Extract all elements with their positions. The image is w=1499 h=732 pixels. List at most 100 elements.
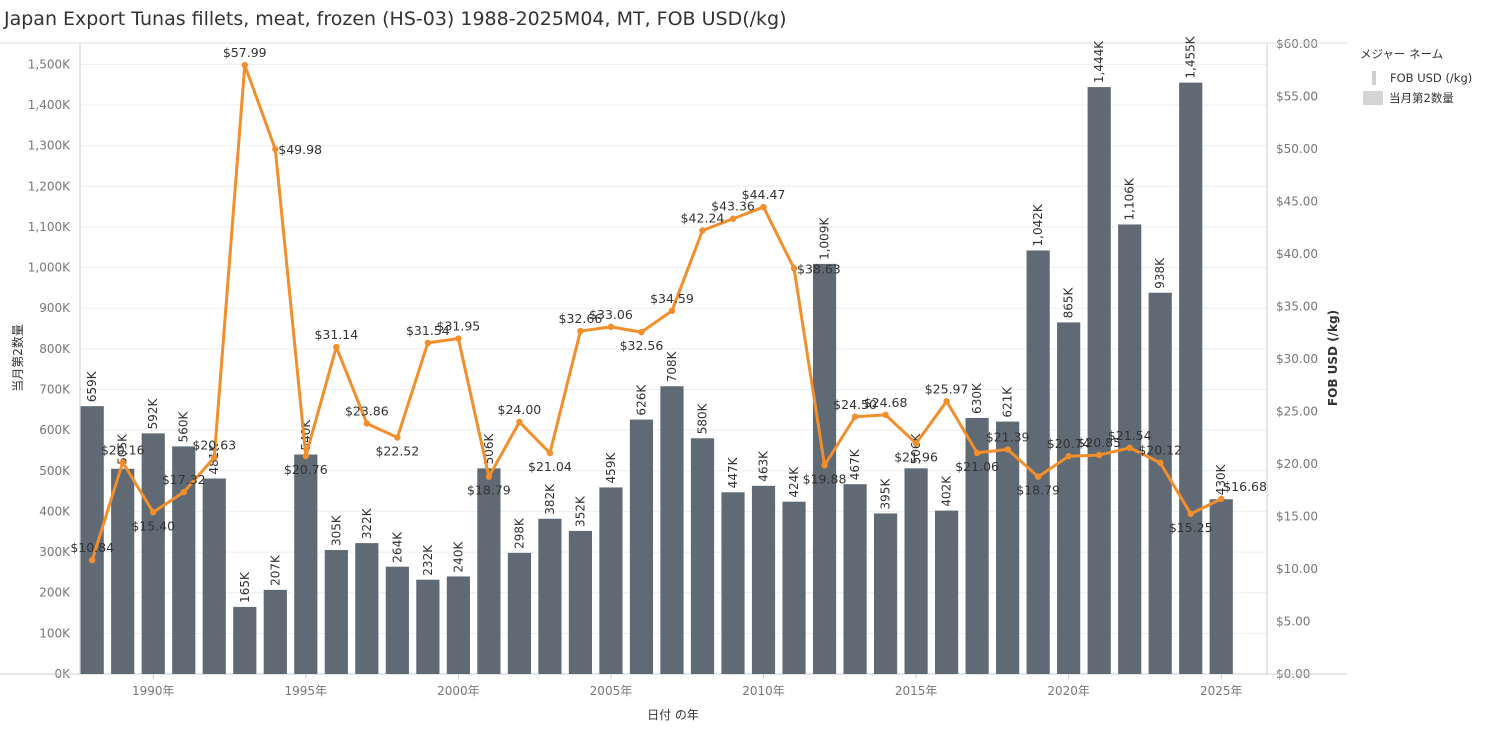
line-point: [1187, 510, 1194, 518]
bar-value-label: 447K: [726, 456, 740, 488]
y2-tick-label: $55.00: [1276, 90, 1318, 104]
bar-value-label: 626K: [634, 384, 648, 416]
bar-value-label: 430K: [1214, 463, 1228, 495]
line-value-label: $31.54: [406, 323, 450, 338]
line-point: [211, 454, 218, 461]
bar: [721, 492, 745, 674]
x-tick-label: 2000年: [437, 684, 480, 698]
line-point: [363, 420, 371, 427]
line-point: [241, 61, 248, 69]
legend-item-line[interactable]: FOB USD (/kg): [1360, 68, 1472, 88]
line-value-label: $33.06: [589, 307, 633, 322]
y-axis-title: 当月第2数量: [10, 324, 25, 392]
line-value-label: $43.36: [711, 199, 755, 214]
y-tick-label: 500K: [39, 464, 71, 478]
bar: [263, 589, 287, 674]
legend-label: 当月第2数量: [1389, 91, 1454, 105]
line-value-label: $25.97: [925, 381, 969, 396]
y-tick-label: 600K: [39, 423, 71, 437]
bar: [385, 566, 409, 674]
bar-value-label: 580K: [695, 402, 709, 434]
line-point: [394, 434, 401, 441]
y-tick-label: 400K: [39, 504, 71, 518]
bar: [1057, 322, 1081, 674]
line-value-label: $15.40: [131, 518, 175, 533]
y2-tick-label: $45.00: [1276, 195, 1318, 209]
legend-item-bar[interactable]: 当月第2数量: [1360, 88, 1472, 108]
bar-value-label: 865K: [1062, 287, 1076, 319]
y-tick-label: 1,300K: [28, 139, 71, 153]
y-tick-label: 300K: [39, 545, 71, 559]
line-point: [760, 203, 767, 211]
bar: [873, 513, 898, 674]
bar-value-label: 264K: [390, 531, 404, 563]
line-point: [1218, 495, 1225, 503]
line-point: [973, 449, 981, 457]
y2-tick-label: $25.00: [1276, 405, 1318, 419]
line-value-label: $20.63: [192, 437, 236, 452]
bar-value-label: 938K: [1153, 257, 1167, 289]
line-point: [638, 328, 645, 336]
bar-value-label: 459K: [604, 452, 618, 484]
bar-value-label: 298K: [512, 517, 526, 549]
x-tick-label: 1990年: [132, 684, 175, 698]
bar: [690, 438, 715, 674]
bar-series: [80, 82, 1233, 675]
line-value-label: $21.04: [528, 459, 572, 474]
bar-value-label: 467K: [848, 448, 862, 480]
line-value-label: $49.98: [278, 142, 322, 157]
bar: [996, 421, 1020, 674]
x-tick-label: 2025年: [1200, 684, 1243, 698]
y-tick-label: 1,400K: [28, 98, 71, 112]
y-tick-label: 1,500K: [28, 57, 71, 71]
line-value-label: $24.00: [498, 402, 542, 417]
bar-value-label: 659K: [85, 370, 99, 402]
bar-value-label: 1,444K: [1092, 40, 1106, 83]
line-point: [1004, 446, 1011, 453]
bar-value-label: 207K: [268, 554, 282, 586]
bar-value-label: 352K: [573, 495, 587, 527]
y2-tick-label: $20.00: [1276, 457, 1318, 471]
legend: メジャー ネーム FOB USD (/kg) 当月第2数量: [1360, 46, 1472, 108]
bar: [538, 518, 562, 674]
line-point: [546, 449, 554, 457]
line-value-label: $42.24: [681, 210, 725, 225]
line-point: [302, 452, 310, 460]
bar-value-label: 395K: [879, 478, 893, 510]
line-value-label: $20.16: [101, 442, 145, 457]
x-axis-title: 日付 の年: [647, 708, 699, 722]
bar-swatch: [1363, 91, 1383, 105]
x-tick-label: 1995年: [285, 684, 328, 698]
bar-value-label: 1,106K: [1123, 177, 1137, 220]
bar-value-label: 1,009K: [818, 217, 832, 260]
bar: [202, 478, 226, 674]
line-point: [333, 343, 340, 351]
y-tick-label: 700K: [39, 382, 71, 396]
line-value-label: $20.12: [1138, 443, 1182, 458]
legend-label: FOB USD (/kg): [1390, 71, 1473, 85]
bar-value-label: 1,455K: [1184, 35, 1198, 78]
bar: [843, 484, 867, 674]
bar-value-label: 1,042K: [1031, 203, 1045, 246]
line-point: [851, 413, 859, 420]
y-tick-label: 200K: [39, 586, 71, 600]
bar: [416, 579, 440, 674]
line-value-label: $17.32: [162, 472, 206, 487]
line-point: [119, 459, 126, 466]
line-point: [180, 488, 187, 496]
line-point: [577, 327, 584, 335]
bar: [294, 454, 318, 674]
line-value-label: $38.63: [797, 261, 841, 276]
bar: [904, 468, 928, 674]
bar: [80, 406, 104, 674]
line-value-label: $22.52: [375, 444, 419, 459]
axes: 0K100K200K300K400K500K600K700K800K900K1,…: [0, 37, 1347, 698]
line-labels: $10.84 $20.16 $15.40 $17.32 $20.63 $57.99 $49.…: [70, 45, 1267, 555]
bar-value-label: 708K: [665, 350, 679, 382]
legend-title: メジャー ネーム: [1360, 47, 1444, 61]
line-point: [607, 323, 615, 331]
y2-tick-label: $35.00: [1276, 300, 1318, 314]
bar: [477, 468, 501, 674]
bar: [1148, 292, 1172, 674]
bar-value-label: 505K: [116, 433, 130, 465]
